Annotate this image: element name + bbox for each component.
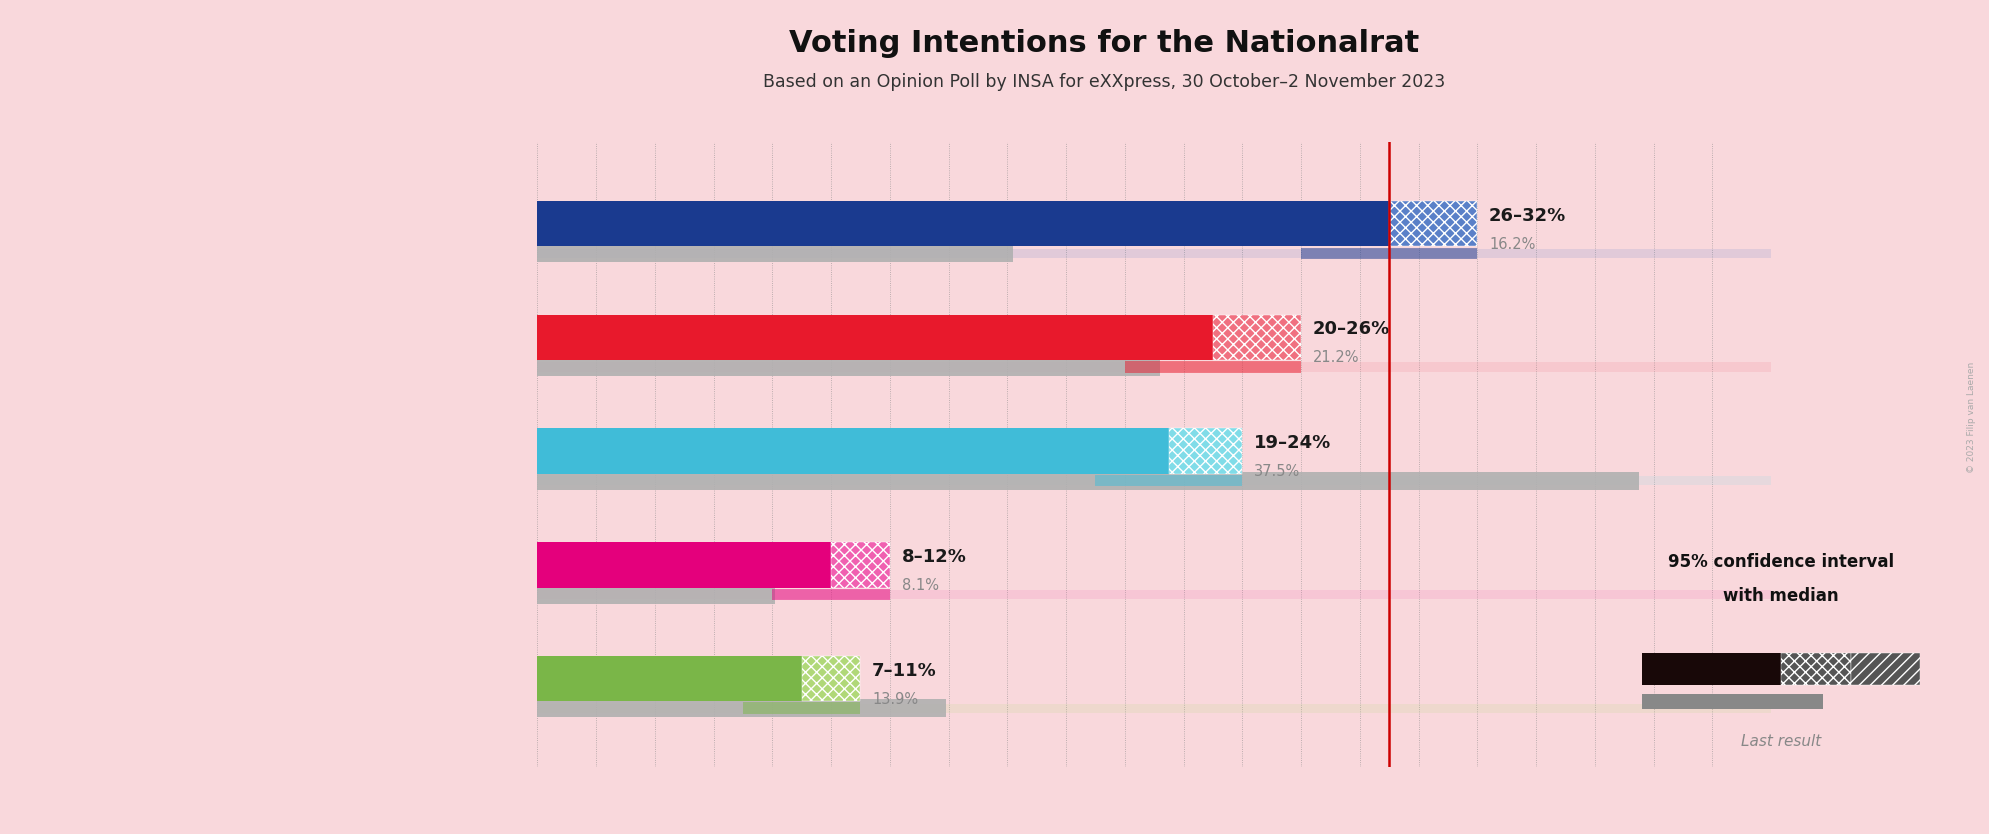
Bar xyxy=(802,656,859,701)
Bar xyxy=(1168,429,1241,474)
Text: 7–11%: 7–11% xyxy=(871,661,937,680)
Text: 21.2%: 21.2% xyxy=(1313,350,1358,365)
Bar xyxy=(1641,694,1822,709)
Bar xyxy=(537,699,945,717)
Text: Last result: Last result xyxy=(1740,734,1820,749)
Bar xyxy=(1850,653,1919,686)
Bar xyxy=(742,702,859,714)
Bar xyxy=(537,363,1770,371)
Text: 8–12%: 8–12% xyxy=(901,548,967,566)
Text: 19–24%: 19–24% xyxy=(1253,435,1331,452)
Bar xyxy=(537,429,1168,474)
Bar xyxy=(537,249,1770,258)
Bar xyxy=(537,358,1160,376)
Bar xyxy=(1213,314,1301,360)
Bar xyxy=(537,471,1639,490)
Bar xyxy=(537,201,1388,246)
Bar xyxy=(537,585,776,604)
Bar xyxy=(537,476,1770,485)
Text: 8.1%: 8.1% xyxy=(901,578,939,593)
Bar xyxy=(537,590,1770,599)
Bar xyxy=(772,589,889,600)
Text: Based on an Opinion Poll by INSA for eXXpress, 30 October–2 November 2023: Based on an Opinion Poll by INSA for eXX… xyxy=(764,73,1444,92)
Text: Voting Intentions for the Nationalrat: Voting Intentions for the Nationalrat xyxy=(790,29,1418,58)
Bar xyxy=(537,704,1770,713)
Text: © 2023 Filip van Laenen: © 2023 Filip van Laenen xyxy=(1965,361,1975,473)
Bar xyxy=(537,656,802,701)
Bar xyxy=(537,244,1012,263)
Text: 16.2%: 16.2% xyxy=(1488,237,1536,252)
Text: 13.9%: 13.9% xyxy=(871,691,917,706)
Text: with median: with median xyxy=(1722,586,1838,605)
Bar xyxy=(1780,653,1850,686)
Bar xyxy=(831,542,889,588)
Bar xyxy=(537,314,1213,360)
Text: 37.5%: 37.5% xyxy=(1253,464,1299,479)
Bar xyxy=(1641,653,1780,686)
Bar xyxy=(1301,248,1476,259)
Bar xyxy=(1388,201,1476,246)
Text: 20–26%: 20–26% xyxy=(1313,320,1390,339)
Bar xyxy=(1094,475,1241,486)
Text: 26–32%: 26–32% xyxy=(1488,207,1565,224)
Bar xyxy=(1124,361,1301,373)
Bar xyxy=(537,542,831,588)
Text: 95% confidence interval: 95% confidence interval xyxy=(1667,553,1894,571)
